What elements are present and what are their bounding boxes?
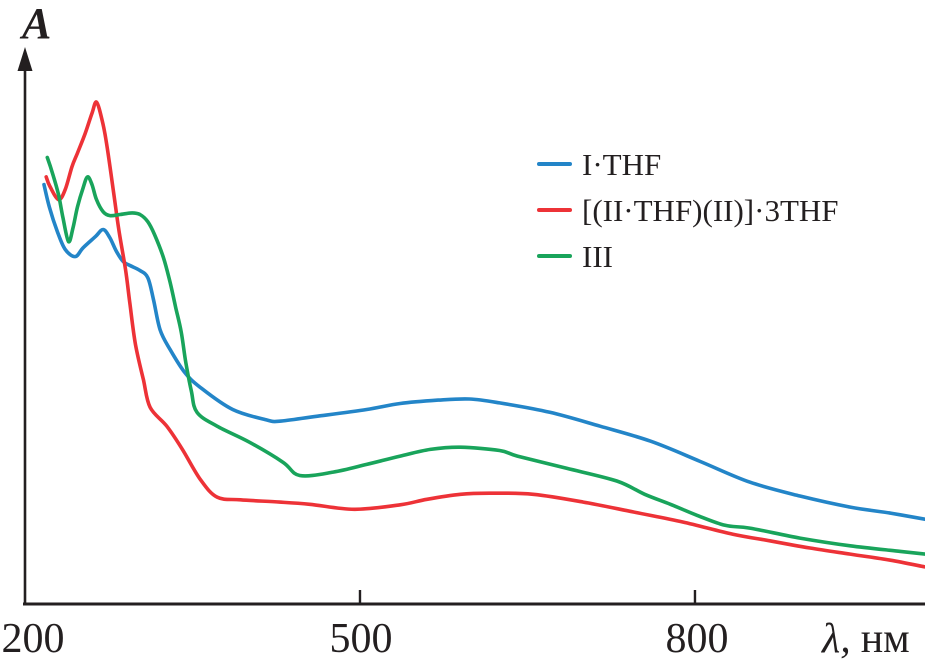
- series-line-0: [42, 182, 925, 521]
- legend-item-iii: III: [537, 233, 839, 279]
- series-line-1: [44, 100, 925, 569]
- legend-item-i-thf: I·THF: [537, 141, 839, 187]
- legend-swatch-blue-line: [537, 162, 572, 166]
- legend-item-ii-thf-complex: [(II·THF)(II)]·3THF: [537, 187, 839, 233]
- series-line-2: [45, 155, 925, 556]
- x-tick-label-500: 500: [329, 616, 393, 662]
- legend-swatch-red-line: [537, 208, 572, 212]
- legend-label-i-thf: I·THF: [582, 146, 662, 182]
- y-axis-arrowhead: [17, 47, 33, 71]
- y-axis-label: A: [22, 0, 52, 48]
- legend: I·THF [(II·THF)(II)]·3THF III: [537, 141, 839, 279]
- legend-swatch-green-line: [537, 254, 572, 258]
- x-axis-label: λ, нм: [822, 618, 910, 660]
- x-tick-label-800: 800: [665, 616, 729, 662]
- legend-label-ii-thf-complex: [(II·THF)(II)]·3THF: [582, 192, 839, 228]
- legend-label-iii: III: [582, 238, 613, 274]
- x-axis-label-unit: нм: [860, 616, 910, 662]
- x-tick-label-200: 200: [1, 616, 65, 662]
- x-axis-label-symbol: λ,: [822, 616, 851, 662]
